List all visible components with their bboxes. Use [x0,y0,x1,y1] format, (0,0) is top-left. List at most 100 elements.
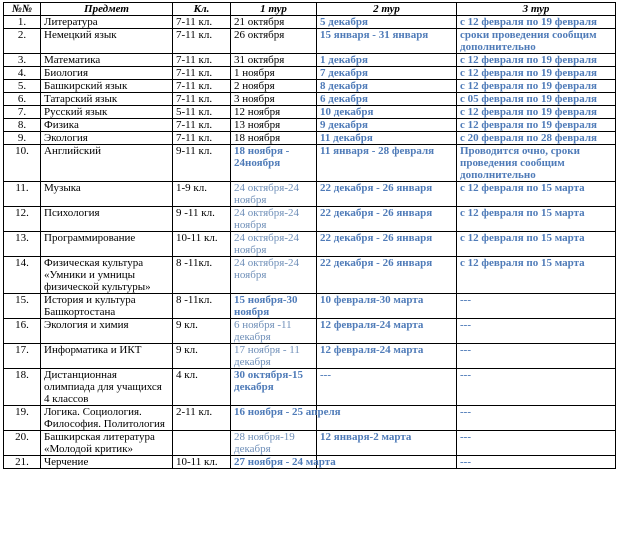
cell-num: 13. [3,231,41,257]
cell-t2: 10 декабря [316,105,457,119]
cell-grade: 9-11 кл. [172,144,231,182]
cell-t3: --- [456,368,616,406]
cell-num: 5. [3,79,41,93]
cell-num: 12. [3,206,41,232]
table-row: 6. Татарский язык 7-11 кл. 3 ноября 6 декабр… [3,92,616,106]
cell-num: 19. [3,405,41,431]
cell-num: 11. [3,181,41,207]
cell-grade: 9 кл. [172,343,231,369]
cell-t2: 8 декабря [316,79,457,93]
cell-t3: с 12 февраля по 15 марта [456,181,616,207]
cell-t1: 12 ноября [230,105,317,119]
header-cell: 2 тур [316,2,457,16]
cell-t3: --- [456,293,616,319]
cell-num: 9. [3,131,41,145]
cell-t2: 5 декабря [316,15,457,29]
cell-t3: --- [456,405,616,431]
cell-grade: 8 -11кл. [172,293,231,319]
cell-subject: Башкирская литература «Молодой критик» [40,430,173,456]
cell-t2: 7 декабря [316,66,457,80]
cell-t2: 15 января - 31 января [316,28,457,54]
cell-grade: 7-11 кл. [172,53,231,67]
table-row: 12. Психология 9 -11 кл. 24 октября-24 нояб… [3,206,616,232]
cell-t2: 11 декабря [316,131,457,145]
table-row: 17. Информатика и ИКТ 9 кл. 17 ноября - 11 … [3,343,616,369]
cell-t2: 11 января - 28 февраля [316,144,457,182]
cell-t1: 15 ноября-30 ноября [230,293,317,319]
cell-t1: 6 ноября -11 декабря [230,318,317,344]
table-row: 19. Логика. Социология. Философия. Полито… [3,405,616,431]
table-row: 20. Башкирская литература «Молодой критик… [3,430,616,456]
table-row: 5. Башкирский язык 7-11 кл. 2 ноября 8 декаб… [3,79,616,93]
table-row: 11. Музыка 1-9 кл. 24 октября-24 ноября 22 д… [3,181,616,207]
cell-subject: Логика. Социология. Философия. Политолог… [40,405,173,431]
cell-grade: 8 -11кл. [172,256,231,294]
cell-t3: с 12 февраля по 19 февраля [456,79,616,93]
cell-subject: Литература [40,15,173,29]
cell-t3: с 12 февраля по 15 марта [456,231,616,257]
cell-t1: 17 ноября - 11 декабря [230,343,317,369]
cell-subject: Психология [40,206,173,232]
table-row: 3. Математика 7-11 кл. 31 октября 1 декабря с… [3,53,616,67]
table-row: 13. Программирование 10-11 кл. 24 октября-2… [3,231,616,257]
cell-subject: Татарский язык [40,92,173,106]
cell-grade: 7-11 кл. [172,79,231,93]
table-row: 15. История и культура Башкортостана 8 -11… [3,293,616,319]
cell-t1: 2 ноября [230,79,317,93]
cell-t1: 31 октября [230,53,317,67]
cell-t2: 22 декабря - 26 января [316,181,457,207]
cell-num: 1. [3,15,41,29]
cell-num: 18. [3,368,41,406]
table-row: 4. Биология 7-11 кл. 1 ноября 7 декабря с 12 … [3,66,616,80]
cell-subject: Экология и химия [40,318,173,344]
header-cell: №№ [3,2,41,16]
cell-t3: сроки проведения сообщим дополнительно [456,28,616,54]
cell-subject: Башкирский язык [40,79,173,93]
olympiad-table: №№ Предмет Кл. 1 тур 2 тур 3 тур 1. Литер… [3,2,616,469]
cell-t1: 27 ноября - 24 марта [230,455,336,469]
cell-t2: --- [316,368,457,406]
cell-subject: Немецкий язык [40,28,173,54]
header-cell: 3 тур [456,2,616,16]
header-cell: 1 тур [230,2,317,16]
cell-num: 8. [3,118,41,132]
cell-t3: --- [456,318,616,344]
cell-subject: Английский [40,144,173,182]
cell-subject: Музыка [40,181,173,207]
cell-t1: 30 октября-15 декабря [230,368,317,406]
cell-t3: с 12 февраля по 19 февраля [456,15,616,29]
cell-t2: 9 декабря [316,118,457,132]
cell-t3: с 12 февраля по 19 февраля [456,66,616,80]
cell-t3: с 12 февраля по 19 февраля [456,53,616,67]
cell-num: 15. [3,293,41,319]
cell-grade: 7-11 кл. [172,66,231,80]
cell-num: 6. [3,92,41,106]
cell-t1: 24 октября-24 ноября [230,256,317,294]
cell-t1: 21 октября [230,15,317,29]
table-row: 8. Физика 7-11 кл. 13 ноября 9 декабря с 12 ф… [3,118,616,132]
cell-num: 21. [3,455,41,469]
cell-subject: История и культура Башкортостана [40,293,173,319]
cell-t3: с 12 февраля по 19 февраля [456,118,616,132]
cell-grade [172,430,231,456]
cell-t1: 24 октября-24 ноября [230,231,317,257]
header-cell: Предмет [40,2,173,16]
cell-num: 17. [3,343,41,369]
cell-subject: Программирование [40,231,173,257]
cell-t2: 10 февраля-30 марта [316,293,457,319]
cell-num: 2. [3,28,41,54]
cell-grade: 9 -11 кл. [172,206,231,232]
cell-subject: Информатика и ИКТ [40,343,173,369]
cell-t3: --- [456,343,616,369]
cell-t1: 1 ноября [230,66,317,80]
cell-t2 [316,455,457,469]
cell-subject: Русский язык [40,105,173,119]
table-row: 7. Русский язык 5-11 кл. 12 ноября 10 декабр… [3,105,616,119]
cell-t2: 12 февраля-24 марта [316,343,457,369]
cell-t2: 12 января-2 марта [316,430,457,456]
cell-t2: 22 декабря - 26 января [316,231,457,257]
cell-t1: 24 октября-24 ноября [230,206,317,232]
cell-subject: Экология [40,131,173,145]
cell-grade: 9 кл. [172,318,231,344]
cell-grade: 7-11 кл. [172,15,231,29]
